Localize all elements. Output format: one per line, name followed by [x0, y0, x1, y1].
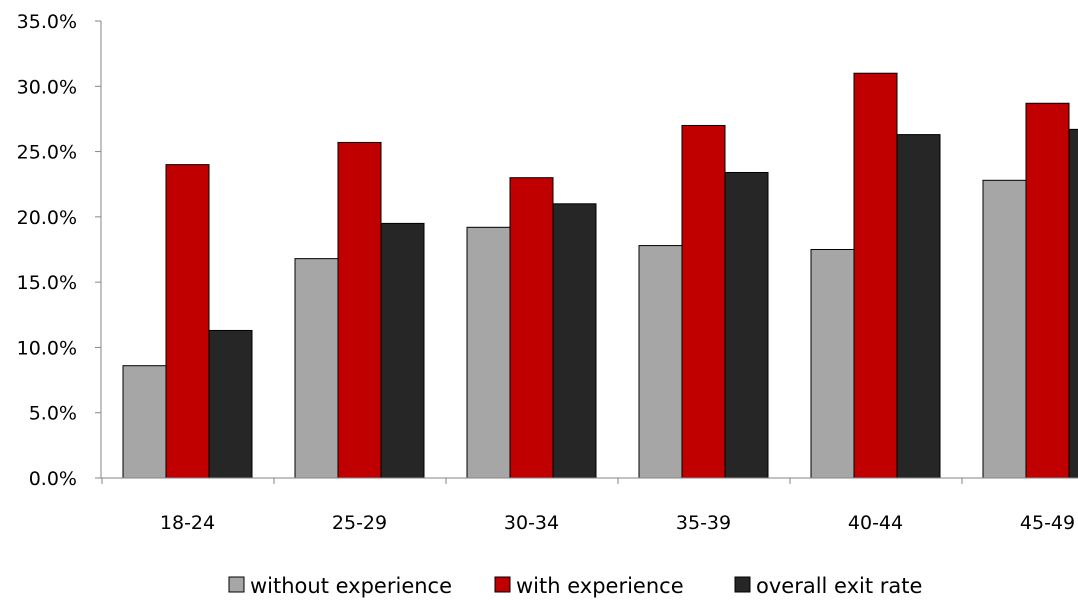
bar: [122, 365, 167, 479]
legend-swatch: [734, 576, 751, 593]
bar: [552, 203, 597, 479]
bar: [681, 124, 726, 479]
legend-swatch: [228, 576, 245, 593]
y-tick-label: 35.0%: [17, 11, 77, 33]
x-category-label: 45-49: [1020, 512, 1075, 534]
bar: [380, 222, 425, 479]
axes-layer: 0.0% 5.0% 10.0% 15.0% 20.0% 25.0% 30.0% 35.0% 18…: [17, 11, 1078, 534]
y-tick-label: 10.0%: [17, 337, 77, 359]
x-category-label: 30-34: [504, 512, 559, 534]
bar: [337, 141, 382, 479]
bar: [509, 177, 554, 479]
bar: [724, 171, 769, 479]
x-category-label: 40-44: [848, 512, 903, 534]
bar: [208, 329, 253, 479]
x-category-label: 25-29: [332, 512, 387, 534]
bar: [982, 179, 1027, 479]
bar: [853, 72, 898, 479]
y-tick-label: 0.0%: [29, 468, 77, 490]
y-tick-label: 25.0%: [17, 142, 77, 164]
legend-label: with experience: [516, 574, 684, 598]
bar: [896, 134, 941, 479]
bar: [1068, 128, 1078, 479]
y-tick-label: 5.0%: [29, 403, 77, 425]
legend-label: overall exit rate: [756, 574, 922, 598]
y-tick-label: 15.0%: [17, 272, 77, 294]
bar: [810, 249, 855, 479]
bars-layer: [122, 72, 1078, 479]
bar: [466, 226, 511, 479]
x-category-label: 35-39: [676, 512, 731, 534]
legend-label: without experience: [250, 574, 452, 598]
y-tick-label: 20.0%: [17, 207, 77, 229]
bar: [294, 258, 339, 479]
bar: [165, 164, 210, 479]
bar: [638, 245, 683, 479]
x-category-label: 18-24: [160, 512, 215, 534]
legend-swatch: [494, 576, 511, 593]
bar: [1025, 102, 1070, 479]
legend: without experience with experience overall…: [228, 574, 922, 598]
y-tick-label: 30.0%: [17, 76, 77, 98]
